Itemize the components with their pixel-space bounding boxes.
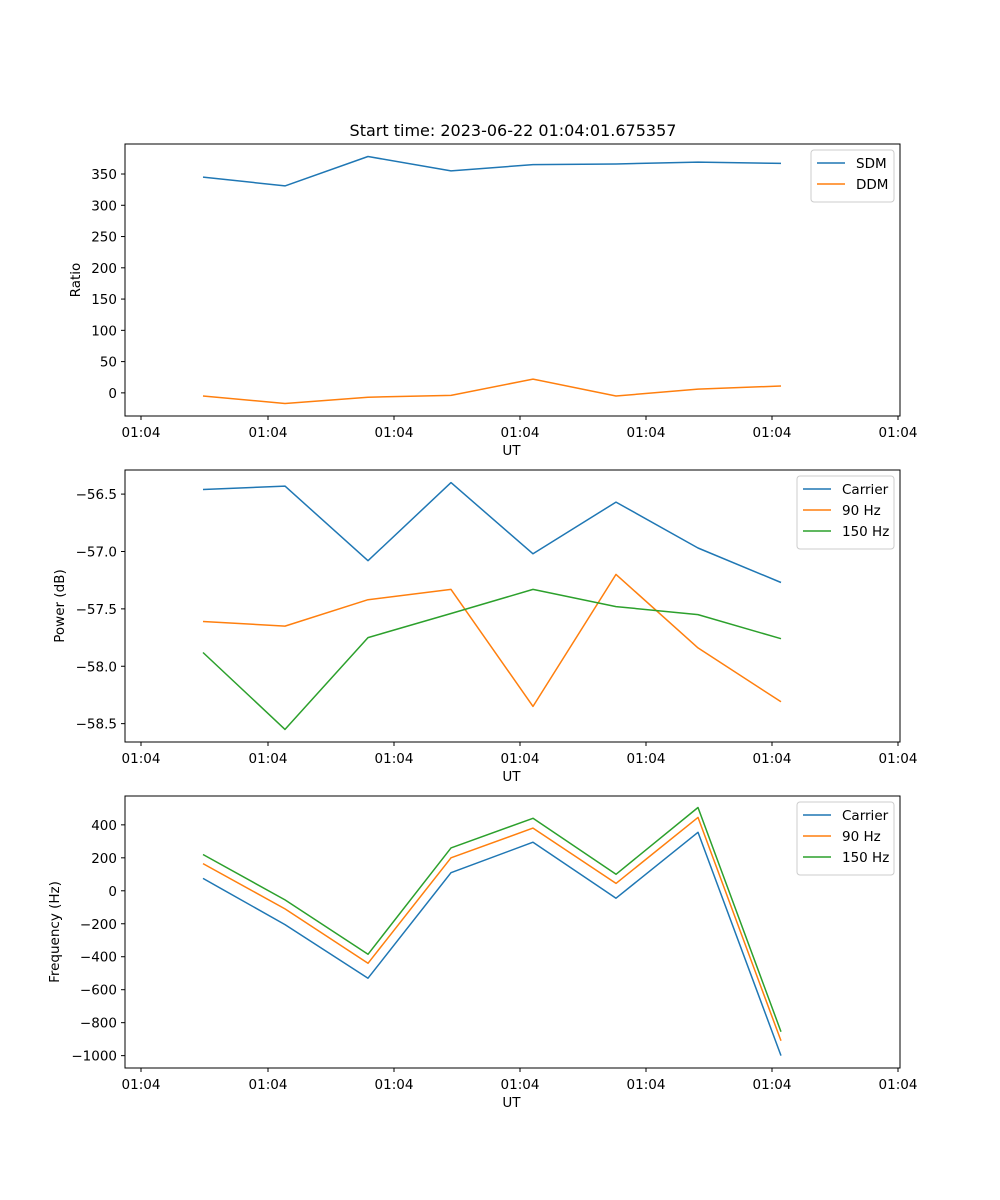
series-line-90-hz	[202, 573, 782, 708]
figure-title: Start time: 2023-06-22 01:04:01.675357	[350, 121, 677, 140]
chart-panel-3: −1000 −800 −600 −400 −200 0 200 400 01:04 01:04 01…	[47, 795, 918, 1111]
legend-label: 150 Hz	[842, 524, 889, 540]
y-tick-label: 0	[108, 884, 117, 900]
chart-panel-2: −58.5 −58.0 −57.5 −57.0 −56.5 01:04 01:04 01:04…	[52, 469, 918, 785]
y-tick-label: −58.5	[76, 717, 117, 733]
x-tick-label: 01:04	[627, 751, 666, 767]
x-tick-label: 01:04	[375, 425, 414, 441]
x-tick-label: 01:04	[879, 425, 918, 441]
y-tick-label: 200	[91, 851, 117, 867]
legend: Carrier 90 Hz 150 Hz	[796, 475, 895, 550]
legend-label: Carrier	[842, 808, 889, 824]
x-tick-label: 01:04	[249, 751, 288, 767]
legend-label: 90 Hz	[842, 503, 881, 519]
x-axis-label: UT	[502, 443, 521, 459]
x-tick-label: 01:04	[501, 425, 540, 441]
x-tick-label: 01:04	[501, 751, 540, 767]
x-tick-label: 01:04	[122, 751, 161, 767]
y-tick-label: −600	[80, 983, 117, 999]
legend-label: DDM	[856, 177, 888, 193]
y-tick-label: 100	[91, 323, 117, 339]
y-tick-label: −58.0	[76, 659, 117, 675]
x-tick-label: 01:04	[879, 751, 918, 767]
y-tick-label: −57.5	[76, 602, 117, 618]
legend: Carrier 90 Hz 150 Hz	[796, 801, 895, 876]
legend-label: 90 Hz	[842, 829, 881, 845]
plot-frame	[124, 143, 901, 417]
x-tick-label: 01:04	[627, 1077, 666, 1093]
y-axis-label: Frequency (Hz)	[47, 881, 63, 983]
chart-panel-1: 0 50 100 150 200 250 300 350 01:04 01:04 01:04 01:0…	[68, 143, 918, 459]
y-tick-label: −200	[80, 917, 117, 933]
x-tick-label: 01:04	[249, 1077, 288, 1093]
y-tick-label: 150	[91, 292, 117, 308]
series-line-150-hz	[202, 806, 782, 1032]
y-tick-label: −800	[80, 1016, 117, 1032]
legend-label: 150 Hz	[842, 850, 889, 866]
x-axis-label: UT	[502, 1095, 521, 1111]
y-tick-label: −1000	[71, 1049, 117, 1065]
x-axis-label: UT	[502, 769, 521, 785]
y-tick-label: 0	[108, 386, 117, 402]
plot-frame	[124, 795, 901, 1069]
x-tick-label: 01:04	[879, 1077, 918, 1093]
x-tick-label: 01:04	[375, 751, 414, 767]
legend: SDM DDM	[810, 149, 895, 203]
y-tick-label: −400	[80, 950, 117, 966]
series-line-150-hz	[202, 588, 782, 731]
y-tick-label: 400	[91, 818, 117, 834]
x-tick-label: 01:04	[122, 1077, 161, 1093]
y-tick-label: 200	[91, 261, 117, 277]
x-tick-label: 01:04	[627, 425, 666, 441]
x-tick-label: 01:04	[501, 1077, 540, 1093]
plot-frame	[124, 469, 901, 743]
y-tick-label: 250	[91, 230, 117, 246]
series-line-ddm	[202, 378, 782, 405]
x-tick-label: 01:04	[375, 1077, 414, 1093]
y-tick-label: 350	[91, 167, 117, 183]
legend-label: SDM	[856, 156, 887, 172]
y-tick-label: 300	[91, 198, 117, 214]
x-tick-label: 01:04	[249, 425, 288, 441]
series-line-carrier	[202, 481, 782, 584]
legend-label: Carrier	[842, 482, 889, 498]
series-line-carrier	[202, 831, 782, 1056]
y-axis-label: Power (dB)	[52, 569, 68, 642]
y-tick-label: −57.0	[76, 544, 117, 560]
series-line-90-hz	[202, 816, 782, 1042]
x-tick-label: 01:04	[122, 425, 161, 441]
series-line-sdm	[202, 155, 782, 187]
y-tick-label: −56.5	[76, 487, 117, 503]
x-tick-label: 01:04	[753, 425, 792, 441]
x-tick-label: 01:04	[753, 1077, 792, 1093]
y-tick-label: 50	[100, 355, 117, 371]
y-axis-label: Ratio	[68, 263, 84, 298]
x-tick-label: 01:04	[753, 751, 792, 767]
